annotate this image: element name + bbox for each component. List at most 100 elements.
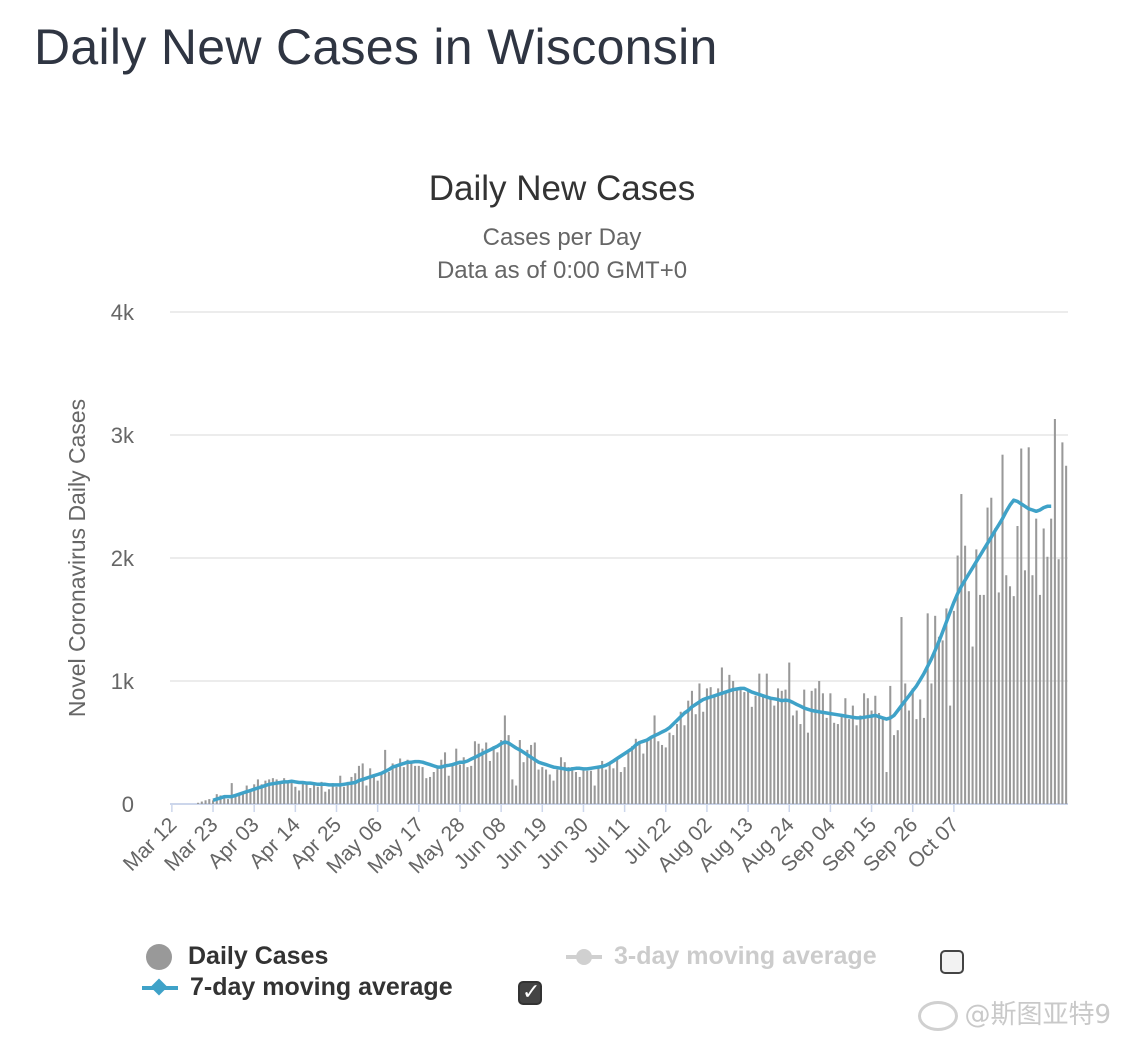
grid-lines (170, 311, 1068, 805)
legend-3day-average[interactable]: 3-day moving average (566, 942, 877, 971)
daily-case-bar (391, 763, 394, 804)
daily-case-bar (339, 775, 342, 804)
daily-case-bar (810, 690, 813, 804)
daily-case-bar (833, 722, 836, 804)
daily-case-bar (698, 683, 701, 804)
daily-case-bar (1046, 556, 1049, 804)
daily-case-bar (245, 785, 248, 804)
daily-case-bar (821, 693, 824, 804)
daily-case-bar (286, 783, 289, 804)
daily-case-bar (406, 759, 409, 804)
daily-case-bar (548, 774, 551, 804)
daily-case-bar (238, 794, 241, 804)
legend-7day-average[interactable]: 7-day moving average (142, 973, 453, 1002)
daily-case-bar (421, 767, 424, 804)
y-tick-label: 4k (111, 300, 135, 325)
daily-case-bar (492, 746, 495, 804)
daily-case-bar (346, 781, 349, 804)
daily-case-bar (574, 772, 577, 804)
daily-case-bar (679, 711, 682, 804)
daily-case-bar (283, 778, 286, 804)
daily-case-bar (773, 705, 776, 804)
daily-case-bar (814, 688, 817, 804)
daily-case-bar (668, 732, 671, 804)
daily-case-bar (290, 781, 293, 804)
daily-case-bar (496, 752, 499, 804)
daily-case-bar (825, 717, 828, 804)
legend-7day-label: 7-day moving average (190, 973, 453, 1001)
daily-case-bar (799, 724, 802, 804)
daily-case-bar (309, 788, 312, 804)
daily-case-bar (545, 769, 548, 804)
daily-case-bar (724, 690, 727, 804)
daily-case-bar (836, 724, 839, 804)
daily-case-bar (301, 781, 304, 804)
daily-case-bar (200, 801, 203, 804)
daily-case-bar (387, 772, 390, 804)
daily-case-bar (646, 740, 649, 804)
daily-case-bar (1042, 528, 1045, 804)
legend-3day-line-icon (566, 948, 602, 965)
toggle-3day-checkbox[interactable] (940, 950, 964, 974)
daily-case-bar (791, 715, 795, 804)
daily-case-bar (533, 742, 536, 804)
daily-case-bar (268, 779, 271, 804)
legend-daily-cases[interactable]: Daily Cases (146, 942, 328, 971)
daily-case-bar (234, 796, 237, 804)
daily-case-bar (930, 683, 933, 804)
daily-case-bar (859, 715, 862, 804)
daily-case-bar (541, 767, 544, 804)
weibo-logo-icon (918, 1000, 959, 1031)
daily-case-bar (589, 770, 592, 804)
daily-case-bar (455, 748, 458, 804)
daily-case-bar (515, 785, 518, 804)
chart-subtitle: Cases per Day (483, 224, 642, 251)
daily-case-bar (571, 767, 574, 804)
daily-case-bar (1020, 448, 1023, 804)
daily-case-bar (223, 796, 226, 804)
daily-case-bar (331, 783, 334, 804)
daily-case-bar (458, 764, 462, 804)
daily-case-bar (915, 719, 918, 804)
daily-case-bar (586, 770, 589, 804)
daily-case-bar (425, 778, 428, 804)
daily-case-bar (896, 730, 899, 804)
daily-case-bar (429, 776, 432, 804)
daily-case-bar (848, 719, 851, 804)
daily-case-bar (462, 757, 465, 804)
daily-case-bar (212, 800, 215, 804)
y-tick-label: 3k (111, 423, 135, 448)
daily-case-bar (705, 688, 708, 804)
daily-case-bar (638, 742, 641, 804)
daily-case-bar (473, 741, 476, 804)
daily-case-bar (776, 688, 780, 804)
daily-case-bar (477, 743, 480, 804)
daily-case-bar (305, 781, 308, 804)
daily-case-bar (702, 711, 705, 804)
daily-case-bar (889, 685, 892, 804)
daily-case-bar (952, 610, 955, 804)
daily-case-bar (481, 748, 484, 804)
daily-case-bar (922, 717, 925, 804)
daily-case-bar (717, 688, 720, 804)
toggle-7day-checkbox[interactable]: ✓ (518, 980, 542, 1005)
daily-case-bar (851, 705, 854, 804)
daily-case-bar (1027, 447, 1030, 804)
daily-case-bar (672, 735, 675, 804)
daily-case-bar (597, 768, 600, 804)
daily-case-bar (507, 735, 510, 804)
daily-case-bar (357, 765, 360, 804)
legend-daily-dot-icon (146, 943, 172, 970)
daily-case-bar (384, 749, 387, 804)
daily-case-bar (1023, 570, 1026, 804)
daily-case-bar (937, 636, 940, 804)
daily-case-bar (1061, 442, 1064, 804)
daily-case-bar (926, 613, 929, 804)
daily-case-bar (559, 757, 563, 804)
page-title: Daily New Cases in Wisconsin (34, 19, 718, 75)
daily-case-bar (335, 786, 338, 804)
daily-case-bar (604, 769, 607, 804)
daily-case-bar (436, 765, 439, 804)
daily-case-bar (567, 767, 570, 804)
daily-case-bar (369, 768, 372, 804)
